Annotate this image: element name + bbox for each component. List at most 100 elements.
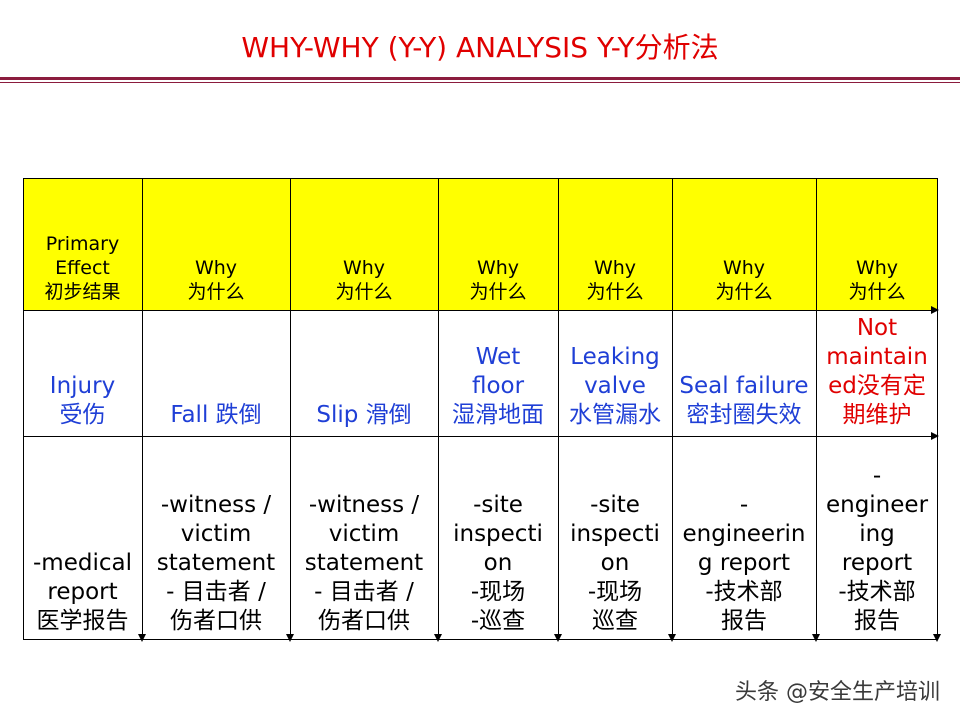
row-divider: [23, 178, 938, 179]
evidence-cell-line: -: [739, 492, 749, 518]
effect-cell-line: 密封圈失效: [686, 402, 802, 428]
evidence-cell-line: on: [483, 550, 513, 576]
column-divider: [672, 178, 673, 640]
header-cell-3: Why 为什么: [290, 178, 438, 310]
evidence-cell-line: inspecti: [570, 521, 660, 547]
header-cell-1: Primary Effect 初步结果: [23, 178, 142, 310]
evidence-cell-line: 医学报告: [36, 608, 129, 634]
effect-cell-line: 湿滑地面: [452, 402, 544, 428]
evidence-cell-line: 报告: [721, 608, 767, 634]
header-cell-4: Why 为什么: [438, 178, 558, 310]
header-cell-line: Why: [593, 257, 637, 279]
evidence-cell-line: report: [841, 550, 913, 576]
evidence-cell-6: - engineerin g report -技术部 报告: [672, 436, 816, 640]
evidence-cell-line: -现场: [470, 579, 526, 605]
evidence-cell-line: -现场: [587, 579, 643, 605]
effect-cell-line: floor: [471, 373, 525, 399]
row-divider: [23, 639, 938, 640]
header-cell-line: 为什么: [586, 281, 644, 303]
header-cell-line: 为什么: [469, 281, 527, 303]
down-arrow-icon: [286, 634, 294, 642]
evidence-cell-line: -site: [590, 492, 640, 518]
header-cell-line: Why: [194, 257, 238, 279]
right-arrow-icon: [931, 306, 939, 314]
effect-cell-3: Slip 滑倒: [290, 310, 438, 436]
evidence-cell-line: engineerin: [682, 521, 806, 547]
effect-cell-4: Wet floor 湿滑地面: [438, 310, 558, 436]
header-cell-2: Why 为什么: [142, 178, 290, 310]
evidence-cell-line: statement: [156, 550, 276, 576]
down-arrow-icon: [138, 634, 146, 642]
effect-cell-line: Injury: [49, 373, 116, 399]
header-cell-line: Why: [722, 257, 766, 279]
effect-cell-5: Leaking valve 水管漏水: [558, 310, 672, 436]
effect-cell-1: Injury 受伤: [23, 310, 142, 436]
evidence-cell-line: -medical: [33, 550, 132, 576]
evidence-cell-line: 伤者口供: [318, 608, 410, 634]
down-arrow-icon: [434, 634, 442, 642]
watermark: 头条 @安全生产培训: [735, 680, 940, 705]
down-arrow-icon: [933, 634, 941, 642]
evidence-cell-line: 巡查: [592, 608, 638, 634]
title-rule-thin: [0, 82, 960, 83]
effect-cell-line: Seal failure: [679, 373, 809, 399]
title-rule-thick: [0, 77, 960, 80]
header-row: Primary Effect 初步结果 Why 为什么 Why 为什么 Why 为什么 Why 为什…: [23, 178, 938, 310]
evidence-cell-line: 报告: [854, 608, 900, 634]
row-divider: [23, 310, 938, 311]
effect-cell-line: Leaking: [570, 344, 660, 370]
slide-title: WHY-WHY (Y-Y) ANALYSIS Y-Y分析法: [241, 31, 719, 64]
header-cell-line: Why: [476, 257, 520, 279]
effect-cell-line: Not: [856, 315, 898, 341]
evidence-row: -medical report 医学报告 -witness / victim statem…: [23, 436, 938, 640]
evidence-cell-line: on: [600, 550, 630, 576]
header-cell-7: Why 为什么: [816, 178, 938, 310]
effect-cell-6: Seal failure 密封圈失效: [672, 310, 816, 436]
column-divider: [438, 178, 439, 640]
down-arrow-icon: [668, 634, 676, 642]
evidence-cell-line: victim: [328, 521, 400, 547]
evidence-cell-line: - 目击者 /: [314, 579, 414, 605]
column-divider: [23, 178, 24, 640]
down-arrow-icon: [554, 634, 562, 642]
header-cell-line: Effect: [55, 257, 110, 279]
column-divider: [290, 178, 291, 640]
evidence-cell-line: - 目击者 /: [166, 579, 266, 605]
header-cell-line: 为什么: [187, 281, 245, 303]
column-divider: [558, 178, 559, 640]
effect-cell-line: 水管漏水: [569, 402, 661, 428]
evidence-cell-7: - engineer ing report -技术部 报告: [816, 436, 938, 640]
evidence-cell-5: -site inspecti on -现场巡查: [558, 436, 672, 640]
why-why-table: Primary Effect 初步结果 Why 为什么 Why 为什么 Why 为什么 Why 为什…: [23, 178, 941, 642]
effect-cell-line: valve: [584, 373, 646, 399]
header-cell-line: 初步结果: [44, 281, 121, 303]
column-divider: [816, 178, 817, 640]
evidence-cell-2: -witness / victim statement - 目击者 / 伤者口供: [142, 436, 290, 640]
header-cell-line: Why: [342, 257, 386, 279]
header-cell-line: 为什么: [848, 281, 906, 303]
evidence-cell-line: 伤者口供: [170, 608, 262, 634]
column-divider: [142, 178, 143, 640]
effect-row: Injury 受伤 Fall 跌倒 Slip 滑倒 Wet floor 湿滑地面 Leakin…: [23, 310, 938, 436]
evidence-cell-line: engineer: [825, 492, 929, 518]
effect-cell-line: Fall 跌倒: [170, 402, 262, 428]
evidence-cell-line: -技术部: [838, 579, 916, 605]
effect-cell-line: Slip 滑倒: [316, 402, 412, 428]
header-cell-line: Primary: [45, 233, 120, 255]
effect-cell-line: 期维护: [842, 402, 912, 428]
effect-cell-line: ed没有定: [828, 373, 926, 399]
evidence-cell-line: -技术部: [705, 579, 783, 605]
header-cell-line: 为什么: [715, 281, 773, 303]
header-cell-6: Why 为什么: [672, 178, 816, 310]
down-arrow-icon: [812, 634, 820, 642]
right-arrow-icon: [931, 432, 939, 440]
evidence-cell-line: -witness /: [160, 492, 272, 518]
evidence-cell-line: -巡查: [470, 608, 526, 634]
header-cell-5: Why 为什么: [558, 178, 672, 310]
effect-cell-line: 受伤: [59, 402, 106, 428]
header-cell-line: 为什么: [335, 281, 393, 303]
evidence-cell-line: -site: [473, 492, 523, 518]
evidence-cell-line: -witness /: [308, 492, 420, 518]
effect-cell-7: Not maintain ed没有定期维护: [816, 310, 938, 436]
effect-cell-line: maintain: [826, 344, 928, 370]
